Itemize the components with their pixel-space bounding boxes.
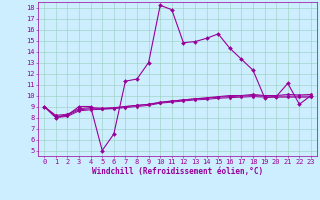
X-axis label: Windchill (Refroidissement éolien,°C): Windchill (Refroidissement éolien,°C) bbox=[92, 167, 263, 176]
